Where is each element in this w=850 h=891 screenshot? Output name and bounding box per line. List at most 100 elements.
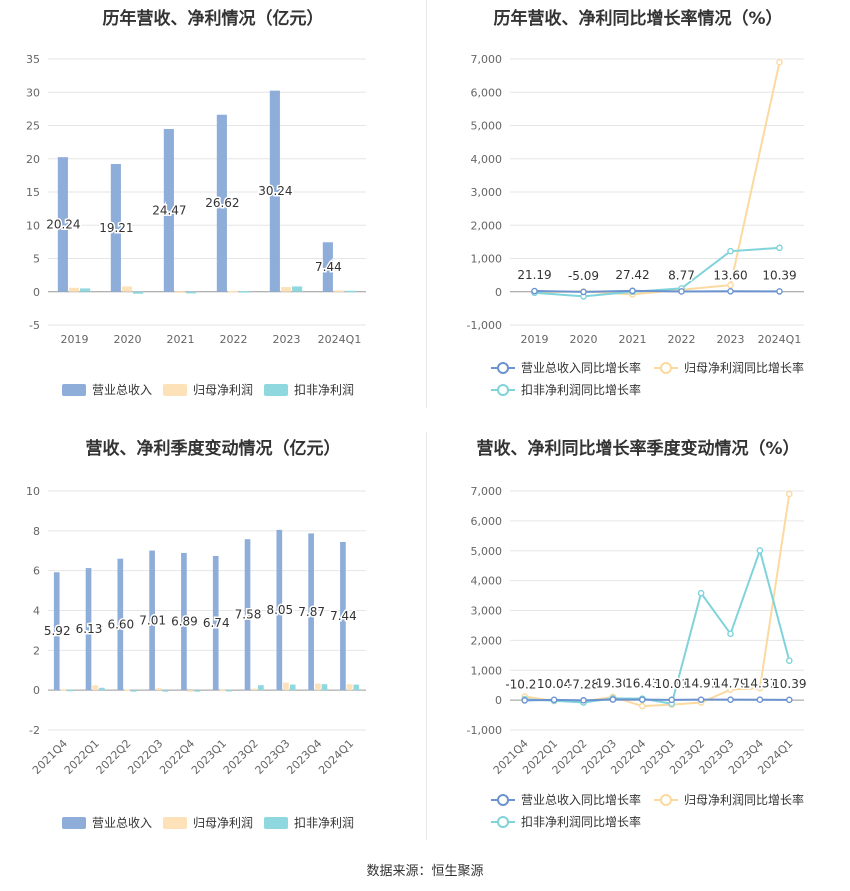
y-tick-label: 0 (33, 684, 40, 697)
data-label: 13.60 (713, 268, 747, 282)
series-point (678, 288, 685, 295)
series-point (727, 287, 734, 295)
series-point (697, 589, 705, 597)
series-point (756, 547, 764, 554)
series-point (668, 696, 675, 704)
data-label: 10.04 (537, 677, 571, 691)
data-label: 14.79 (713, 677, 747, 691)
chart-title: 营收、净利同比增长率季度变动情况（%） (476, 439, 800, 459)
y-tick-label: 0 (33, 286, 40, 299)
y-tick-label: 5 (33, 253, 40, 266)
legend-swatch-marker (660, 362, 672, 374)
bar (181, 552, 187, 691)
y-tick-label: 30 (26, 86, 40, 99)
bar (216, 114, 227, 292)
data-label: 7.58 (235, 608, 262, 622)
bar (162, 690, 169, 692)
y-tick-label: 1,000 (471, 253, 503, 266)
legend-swatch (163, 384, 187, 396)
bar (340, 541, 346, 691)
x-tick-label: 2021 (167, 333, 195, 346)
bar (219, 689, 226, 692)
data-label: 6.13 (76, 622, 103, 636)
series-point (531, 287, 538, 295)
data-label: -5.09 (568, 269, 599, 283)
bar (60, 689, 67, 691)
bar (85, 568, 92, 691)
y-tick-label: -5 (29, 319, 40, 332)
y-tick-label: 10 (26, 485, 40, 498)
series-line (534, 289, 780, 293)
data-label: 24.47 (152, 203, 186, 217)
bar (276, 529, 283, 691)
data-label: 20.24 (46, 217, 80, 231)
data-label: 10.39 (762, 268, 796, 282)
data-label: 8.05 (266, 603, 293, 617)
y-tick-label: 0 (495, 694, 502, 707)
legend-label: 归母净利润 (193, 816, 253, 830)
data-label: -7.28 (568, 677, 599, 691)
data-source: 数据来源：恒生聚源 (366, 864, 484, 879)
bar (53, 572, 60, 691)
bar (227, 290, 239, 293)
bar (133, 291, 144, 294)
bar (92, 685, 99, 691)
annual-revenue-svg: -5 0 5 10 15 20 25 30 35 2019 2020 2021 2022 2023 2024… (26, 53, 366, 397)
data-label: 7.44 (315, 260, 342, 274)
panel-divider (426, 0, 427, 408)
bar (194, 690, 201, 692)
bar (212, 555, 219, 691)
data-label: 7.01 (139, 613, 166, 627)
legend-label: 营业总收入 (92, 816, 152, 830)
y-tick-label: 1,000 (471, 664, 503, 677)
y-tick-label: 6,000 (471, 515, 503, 528)
y-tick-label: 5,000 (471, 120, 503, 133)
bar (346, 684, 353, 691)
data-label: 7.44 (330, 609, 357, 623)
bar (187, 690, 194, 692)
series-point (697, 696, 705, 703)
bar (99, 687, 105, 691)
series-point (580, 697, 587, 704)
bar (174, 291, 186, 293)
data-label: 19.21 (99, 221, 133, 235)
legend-swatch-marker (497, 384, 509, 396)
bar (289, 684, 296, 691)
series-point (609, 696, 617, 703)
series-point (550, 696, 558, 704)
legend-swatch (264, 384, 288, 396)
x-tick-label: 2024Q1 (318, 333, 362, 346)
bar (155, 688, 162, 691)
x-tick-label: 2019 (521, 333, 549, 346)
y-tick-label: 2,000 (471, 219, 503, 232)
data-label: 6.74 (203, 616, 230, 630)
bar (258, 685, 264, 691)
bar (314, 683, 321, 691)
quarterly-revenue-chart: 营收、净利季度变动情况（亿元） -2 0 2 4 6 8 10 2021Q4 2022Q1 202… (0, 430, 426, 850)
data-label: 5.92 (44, 624, 71, 638)
legend-label: 营业总收入 (92, 383, 152, 397)
bar (269, 90, 280, 292)
data-label: 30.24 (258, 184, 292, 198)
bar (244, 539, 251, 691)
series-line (524, 547, 791, 705)
data-label: 16.43 (625, 677, 659, 691)
quarterly-revenue-svg: -202468102021Q42022Q12022Q22022Q32022Q42… (26, 485, 366, 830)
annual-growth-svg: -1,000 0 1,000 2,000 3,000 4,000 5,000 6,000 7,0… (467, 53, 804, 397)
y-tick-label: 2 (33, 644, 40, 657)
data-label: 10.01 (655, 677, 689, 691)
bar (321, 684, 328, 691)
series-point (727, 686, 734, 693)
bar (130, 690, 137, 692)
y-tick-label: 25 (26, 120, 40, 133)
series-point (638, 702, 646, 710)
bar (292, 286, 303, 292)
x-tick-label: 2021 (619, 333, 647, 346)
series-point (776, 244, 783, 252)
data-label: 27.42 (615, 268, 649, 282)
quarterly-growth-svg: -1,000 0 1,000 2,000 3,000 4,000 5,000 6,000 7,0… (467, 485, 808, 829)
bar (57, 157, 68, 292)
legend-swatch (62, 817, 86, 829)
bar (68, 287, 80, 292)
y-tick-label: 4 (33, 605, 40, 618)
